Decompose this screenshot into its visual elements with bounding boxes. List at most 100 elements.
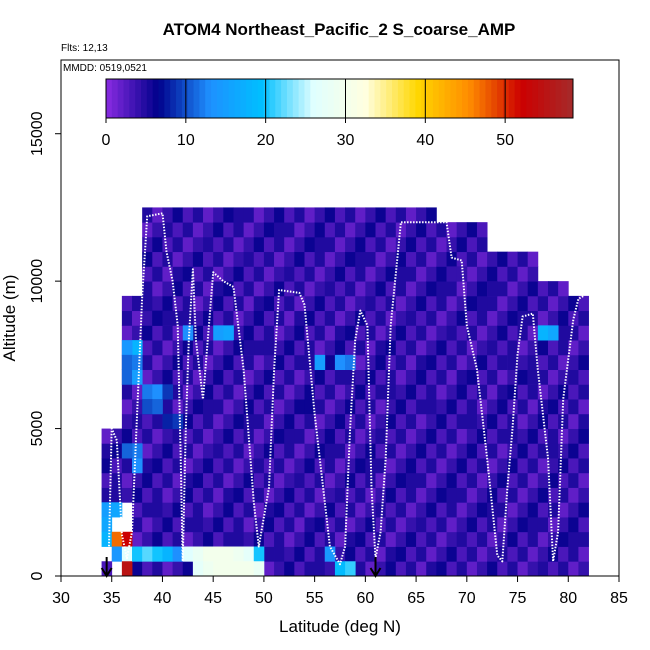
colorbar-swatch [187, 79, 195, 118]
heatmap-cell [253, 340, 265, 356]
heatmap-cell [385, 443, 397, 459]
heatmap-cell [142, 443, 153, 459]
heatmap-cell [446, 546, 458, 562]
heatmap-cell [578, 443, 589, 459]
heatmap-cell [456, 458, 468, 474]
heatmap-cell [334, 517, 346, 533]
heatmap-cell [426, 413, 437, 429]
heatmap-cell [111, 546, 123, 562]
heatmap-cell [507, 310, 518, 326]
heatmap-cell [233, 531, 245, 547]
heatmap-cell [446, 236, 458, 253]
heatmap-cell [334, 354, 346, 370]
heatmap-cell [233, 251, 245, 267]
heatmap-cell [537, 310, 549, 326]
heatmap-cell [466, 266, 478, 282]
heatmap-cell [466, 340, 478, 356]
heatmap-cell [365, 340, 376, 356]
heatmap-cell [487, 443, 498, 459]
heatmap-cell [355, 487, 366, 503]
heatmap-cell [172, 281, 184, 297]
heatmap-cell [162, 428, 173, 444]
heatmap-cell [466, 369, 478, 385]
heatmap-cell [304, 472, 316, 488]
heatmap-cell [395, 472, 407, 488]
heatmap-cell [172, 266, 184, 282]
heatmap-cell [558, 340, 569, 356]
heatmap-cell [233, 236, 245, 253]
x-tick-label: 55 [306, 590, 324, 607]
heatmap-cell [274, 458, 285, 474]
colorbar-swatch [251, 79, 259, 118]
heatmap-cell [314, 443, 326, 459]
heatmap-cell [558, 354, 569, 370]
heatmap-cell [304, 413, 316, 429]
heatmap-cell [527, 266, 539, 282]
heatmap-cell [132, 295, 143, 312]
heatmap-cell [547, 384, 559, 400]
heatmap-cell [142, 236, 153, 253]
heatmap-cell [324, 561, 336, 577]
heatmap-cell [253, 443, 265, 459]
heatmap-cell [537, 399, 549, 415]
heatmap-cell [243, 281, 255, 297]
heatmap-cell [162, 369, 173, 385]
heatmap-cell [537, 561, 549, 577]
colorbar-swatch [211, 79, 218, 118]
colorbar-swatch [520, 79, 527, 118]
heatmap-cell [558, 413, 569, 429]
heatmap-cell [213, 384, 224, 400]
heatmap-cell [497, 472, 508, 488]
heatmap-cell [456, 546, 468, 562]
heatmap-cell [334, 251, 346, 267]
heatmap-cell [426, 236, 437, 253]
heatmap-cell [172, 340, 184, 356]
flight-track [107, 212, 584, 566]
heatmap-cell [274, 295, 285, 312]
heatmap-cell [213, 236, 224, 253]
heatmap-cell [334, 340, 346, 356]
heatmap-cell [497, 310, 508, 326]
heatmap-cell [263, 487, 275, 503]
heatmap-cell [233, 458, 245, 474]
heatmap-cell [152, 384, 163, 400]
heatmap-cell [527, 472, 539, 488]
heatmap-cell [537, 295, 549, 312]
heatmap-cell [416, 517, 427, 533]
heatmap-cell [294, 458, 305, 474]
heatmap-cell [121, 413, 133, 429]
heatmap-cell [152, 369, 163, 385]
heatmap-cell [121, 428, 133, 444]
heatmap-cell [142, 413, 153, 429]
heatmap-cell [456, 354, 468, 370]
heatmap-cell [375, 472, 387, 488]
heatmap-cell [355, 207, 366, 223]
colorbar-swatch [444, 79, 451, 118]
heatmap-cell [365, 502, 376, 518]
heatmap-cell [355, 561, 366, 577]
heatmap-cell [243, 546, 255, 562]
colorbar: 0 10 20 30 40 50 [102, 78, 574, 149]
heatmap-cell [314, 310, 326, 326]
heatmap-cell [375, 502, 387, 518]
heatmap-cell [274, 251, 285, 267]
heatmap-cell [243, 413, 255, 429]
heatmap-cell [436, 502, 447, 518]
colorbar-swatch [123, 79, 130, 118]
heatmap-cell [263, 384, 275, 400]
heatmap-cell [568, 502, 579, 518]
heatmap-cell [192, 458, 204, 474]
heatmap-cell [152, 502, 163, 518]
heatmap-cell [172, 384, 184, 400]
heatmap-cell [111, 531, 123, 547]
heatmap-cell [162, 531, 173, 547]
heatmap-cell [375, 207, 387, 223]
heatmap-cell [314, 531, 326, 547]
heatmap-cell [274, 369, 285, 385]
heatmap-cell [375, 222, 387, 238]
heatmap-cell [375, 281, 387, 297]
heatmap-cell [507, 369, 518, 385]
heatmap-cell [476, 340, 488, 356]
heatmap-cell [385, 458, 397, 474]
heatmap-cell [537, 472, 549, 488]
